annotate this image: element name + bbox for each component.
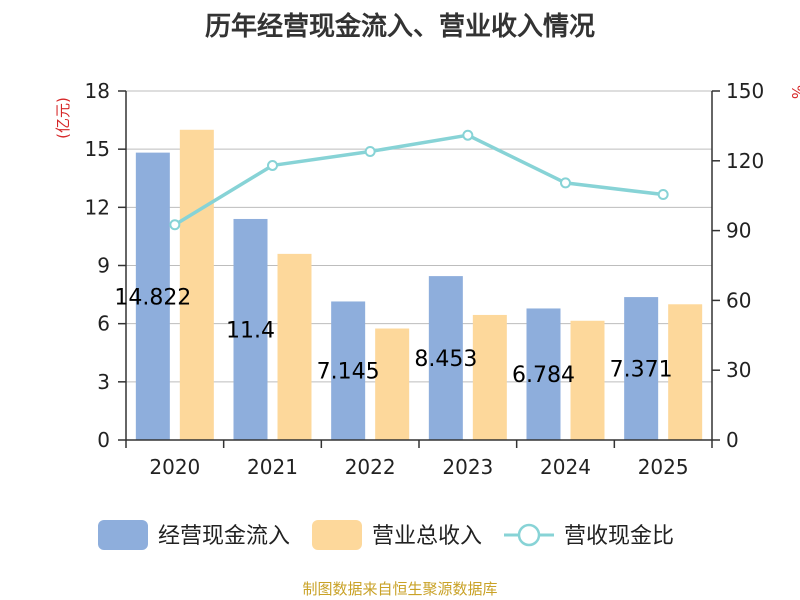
y-left-tick-label: 3 [97,370,110,394]
x-tick-label: 2025 [638,455,689,479]
legend-label-经营现金流入: 经营现金流入 [158,524,290,549]
y-left-axis-label: (亿元) [54,97,72,139]
bar-营业总收入-2021 [277,253,312,440]
data-label-2020: 14.822 [114,285,191,310]
data-label-2024: 6.784 [512,363,575,388]
data-label-2025: 7.371 [610,358,673,383]
x-tick-label: 2024 [540,455,591,479]
bar-营业总收入-2024 [570,320,605,440]
legend-swatch-经营现金流入 [98,520,148,550]
bar-营业总收入-2022 [375,328,410,440]
point-营收现金比-2023 [462,129,474,141]
bar-营业总收入-2023 [472,314,507,440]
line-营收现金比 [173,133,664,227]
y-left-tick-label: 15 [85,137,110,161]
bar-营业总收入-2025 [668,304,703,440]
data-label-2023: 8.453 [414,347,477,372]
legend-swatch-营业总收入 [312,520,362,550]
x-tick-label: 2022 [345,455,396,479]
point-营收现金比-2024 [560,177,571,189]
y-right-tick-label: 60 [726,288,751,312]
y-left-tick-label: 9 [97,254,110,278]
y-left-tick-label: 0 [97,428,110,452]
x-tick-label: 2020 [149,455,200,479]
legend-label-营收现金比: 营收现金比 [564,524,674,549]
bar-经营现金流入-2020 [135,152,170,440]
data-label-2022: 7.145 [317,360,380,385]
y-right-tick-label: 150 [726,79,764,103]
y-right-tick-label: 0 [726,428,739,452]
x-tick-label: 2023 [442,455,493,479]
y-right-tick-label: 90 [726,219,751,243]
bar-经营现金流入-2024 [526,308,561,440]
bar-经营现金流入-2022 [331,301,366,440]
legend-label-营业总收入: 营业总收入 [372,524,482,549]
point-营收现金比-2021 [267,159,278,171]
chart-title: 历年经营现金流入、营业收入情况 [204,12,595,42]
y-right-tick-label: 30 [726,358,751,382]
bar-营业总收入-2020 [179,129,214,440]
legend-marker-营收现金比 [517,523,541,547]
bar-经营现金流入-2023 [428,276,463,440]
bar-经营现金流入-2025 [624,297,659,440]
point-营收现金比-2020 [169,219,181,231]
y-left-tick-label: 6 [97,312,110,336]
y-left-tick-label: 18 [85,79,110,103]
source-footer: 制图数据来自恒生聚源数据库 [302,580,498,598]
point-营收现金比-2022 [364,145,376,157]
y-right-axis-label: % [788,85,800,99]
y-left-tick-label: 12 [85,195,110,219]
x-tick-label: 2021 [247,455,298,479]
data-label-2021: 11.4 [226,318,275,343]
y-right-tick-label: 120 [726,149,764,173]
point-营收现金比-2025 [657,189,669,201]
bar-经营现金流入-2021 [233,218,268,440]
